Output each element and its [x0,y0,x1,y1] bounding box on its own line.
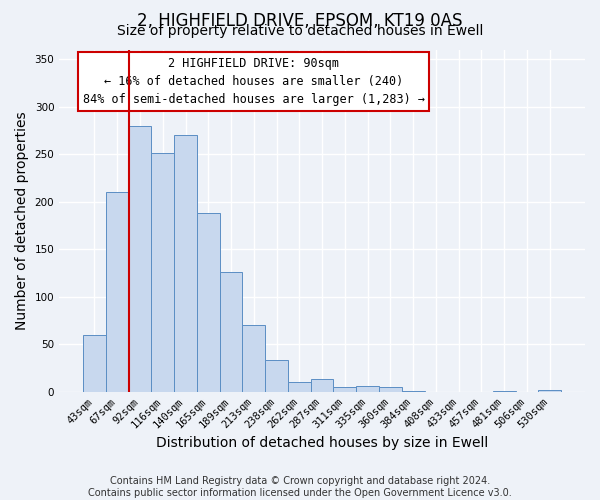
Bar [151,152,174,392]
Bar [106,192,128,392]
Text: 2 HIGHFIELD DRIVE: 90sqm
← 16% of detached houses are smaller (240)
84% of semi-: 2 HIGHFIELD DRIVE: 90sqm ← 16% of detach… [83,57,425,106]
Bar [265,360,288,392]
Text: 2, HIGHFIELD DRIVE, EPSOM, KT19 0AS: 2, HIGHFIELD DRIVE, EPSOM, KT19 0AS [137,12,463,30]
Bar [83,335,106,392]
Bar [242,326,265,392]
Bar [311,378,334,392]
Text: Contains HM Land Registry data © Crown copyright and database right 2024.
Contai: Contains HM Land Registry data © Crown c… [88,476,512,498]
Bar [220,272,242,392]
Bar [402,391,425,392]
Bar [288,382,311,392]
Bar [334,387,356,392]
Bar [356,386,379,392]
Bar [197,214,220,392]
Bar [538,390,561,392]
Bar [493,391,515,392]
Bar [174,136,197,392]
Bar [379,387,402,392]
Y-axis label: Number of detached properties: Number of detached properties [15,112,29,330]
Text: Size of property relative to detached houses in Ewell: Size of property relative to detached ho… [117,24,483,38]
Bar [128,126,151,392]
X-axis label: Distribution of detached houses by size in Ewell: Distribution of detached houses by size … [156,436,488,450]
